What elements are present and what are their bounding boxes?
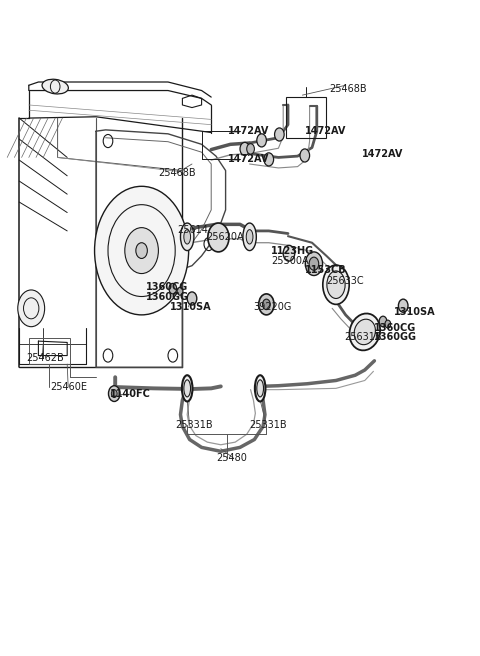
Circle shape: [108, 386, 120, 401]
Text: 25462B: 25462B: [26, 352, 64, 363]
Text: 1472AV: 1472AV: [228, 154, 269, 164]
Ellipse shape: [180, 223, 194, 251]
Text: 1310SA: 1310SA: [170, 302, 212, 312]
Circle shape: [177, 287, 183, 295]
Text: 25468B: 25468B: [158, 168, 196, 178]
Text: 25614: 25614: [178, 224, 208, 235]
Circle shape: [125, 228, 158, 274]
Ellipse shape: [323, 265, 349, 304]
Ellipse shape: [257, 380, 264, 397]
Ellipse shape: [184, 230, 191, 244]
Circle shape: [275, 128, 284, 141]
Circle shape: [283, 245, 295, 261]
Circle shape: [136, 243, 147, 258]
Circle shape: [18, 290, 45, 327]
Circle shape: [247, 144, 254, 154]
Circle shape: [305, 252, 323, 276]
Ellipse shape: [354, 319, 375, 344]
Text: 1472AV: 1472AV: [228, 126, 269, 136]
Text: 1360CG: 1360CG: [374, 323, 417, 333]
Circle shape: [385, 320, 391, 328]
Text: 1360GG: 1360GG: [146, 291, 190, 302]
Text: 1123HG: 1123HG: [271, 245, 314, 256]
Ellipse shape: [182, 375, 192, 401]
Ellipse shape: [327, 271, 345, 298]
Text: 25633C: 25633C: [326, 276, 364, 286]
Text: 1310SA: 1310SA: [394, 306, 435, 317]
Circle shape: [264, 153, 274, 166]
Ellipse shape: [255, 375, 265, 401]
Text: 1360GG: 1360GG: [374, 332, 418, 342]
Bar: [29, 338, 70, 364]
Circle shape: [169, 283, 177, 294]
Text: 25500A: 25500A: [271, 256, 309, 266]
Circle shape: [259, 294, 274, 315]
Text: 25331B: 25331B: [250, 420, 287, 430]
Text: 1472AV: 1472AV: [362, 149, 404, 159]
Text: 25468B: 25468B: [329, 83, 366, 94]
Circle shape: [111, 390, 117, 398]
Circle shape: [309, 257, 319, 270]
Circle shape: [95, 186, 189, 315]
Circle shape: [240, 142, 250, 155]
Circle shape: [300, 149, 310, 162]
Text: 1472AV: 1472AV: [305, 126, 346, 136]
Ellipse shape: [184, 380, 191, 397]
Ellipse shape: [246, 230, 253, 244]
Circle shape: [208, 223, 229, 252]
Ellipse shape: [42, 79, 68, 94]
Text: 39220G: 39220G: [253, 302, 292, 312]
Text: 25331B: 25331B: [175, 420, 213, 430]
Ellipse shape: [349, 314, 380, 350]
Circle shape: [263, 299, 270, 310]
Circle shape: [187, 292, 197, 305]
Circle shape: [257, 134, 266, 147]
Text: 1140FC: 1140FC: [110, 388, 151, 399]
Circle shape: [398, 299, 408, 312]
Text: 25480: 25480: [216, 453, 247, 463]
Text: 1360CG: 1360CG: [146, 282, 189, 293]
Text: 1153CB: 1153CB: [305, 265, 347, 276]
Bar: [286, 97, 326, 138]
Text: 25620A: 25620A: [206, 232, 244, 243]
Ellipse shape: [243, 223, 256, 251]
Text: 25631B: 25631B: [345, 332, 382, 342]
Text: 25460E: 25460E: [50, 382, 87, 392]
Circle shape: [379, 316, 387, 327]
